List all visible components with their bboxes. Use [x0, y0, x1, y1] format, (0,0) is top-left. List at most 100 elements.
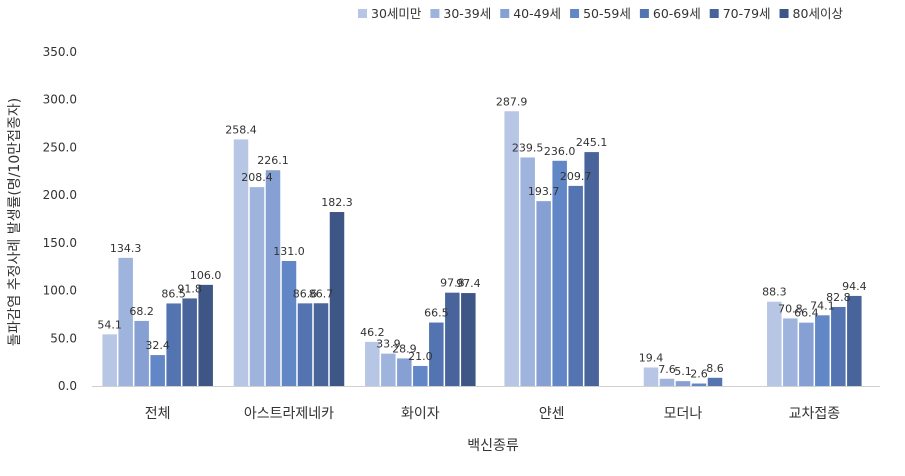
legend-swatch [639, 9, 649, 18]
data-label: 33.9 [376, 338, 401, 351]
data-label: 54.1 [97, 318, 122, 331]
data-label: 236.0 [544, 145, 576, 158]
data-label: 226.1 [257, 154, 289, 167]
bar [429, 322, 444, 386]
bar [329, 212, 345, 386]
bar [381, 353, 396, 386]
y-tick-label: 350.0 [43, 45, 77, 59]
data-label: 86.7 [309, 287, 334, 300]
bar [767, 301, 782, 386]
data-label: 70.8 [778, 302, 803, 315]
bar [118, 257, 133, 386]
legend-label: 30세미만 [371, 6, 422, 21]
bar [643, 367, 659, 386]
data-label: 258.4 [225, 123, 257, 136]
bar [707, 377, 723, 386]
x-tick-label: 교차접종 [789, 406, 841, 422]
legend-label: 80세이상 [793, 6, 844, 21]
legend: 30세미만 30-39세 40-49세 50-59세 60-69세 70-79세 80세이상 [358, 6, 843, 21]
legend-label: 30-39세 [443, 6, 491, 21]
data-label: 97.8 [440, 277, 465, 290]
bar [313, 303, 329, 386]
data-label: 66.4 [794, 307, 819, 320]
data-label: 5.1 [674, 365, 692, 378]
bar [365, 341, 380, 386]
data-label: 46.2 [360, 326, 385, 339]
bar [265, 170, 281, 386]
y-tick-label: 200.0 [43, 188, 77, 202]
bar [847, 295, 862, 386]
x-tick-label: 아스트라제네카 [244, 406, 334, 422]
bar [584, 152, 599, 386]
x-tick-label: 얀센 [539, 406, 565, 422]
y-axis: 0.0 50.0 100.0 150.0 200.0 250.0 300.0 350.0 [43, 45, 77, 393]
bar [198, 284, 213, 386]
bar [445, 292, 460, 386]
data-label: 28.9 [392, 342, 417, 355]
data-label: 209.7 [560, 170, 592, 183]
legend-label: 70-79세 [723, 6, 771, 21]
x-tick-label: 화이자 [401, 406, 440, 422]
data-label: 66.5 [424, 307, 449, 320]
legend-swatch [500, 9, 510, 18]
legend-label: 60-69세 [653, 6, 701, 21]
data-label: 32.4 [145, 339, 170, 352]
bar [461, 293, 476, 386]
y-tick-label: 50.0 [50, 331, 77, 345]
data-label: 97.4 [456, 277, 481, 290]
bar [134, 320, 149, 386]
legend-label: 40-49세 [513, 6, 561, 21]
x-tick-label: 모더나 [664, 406, 703, 422]
data-label: 8.6 [706, 362, 724, 375]
data-label: 21.0 [408, 350, 433, 363]
bar [552, 160, 567, 386]
data-label: 239.5 [512, 141, 544, 154]
data-label: 82.8 [826, 291, 851, 304]
bar [233, 139, 249, 386]
bar [413, 365, 428, 386]
data-label: 74.1 [810, 299, 835, 312]
y-tick-label: 0.0 [58, 379, 77, 393]
data-label: 88.3 [762, 286, 787, 299]
data-label: 7.6 [658, 363, 676, 376]
data-label: 68.2 [129, 305, 154, 318]
data-label: 182.3 [321, 196, 353, 209]
bar [297, 303, 313, 386]
x-axis: 전체 아스트라제네카 화이자 얀센 모더나 교차접종 [92, 386, 880, 422]
bars [102, 111, 862, 386]
data-label: 19.4 [639, 351, 664, 364]
legend-swatch [570, 9, 580, 18]
bar [281, 260, 297, 386]
data-label: 245.1 [576, 136, 608, 149]
y-tick-label: 150.0 [43, 236, 77, 250]
bar [249, 187, 265, 386]
bar [691, 383, 707, 386]
bar [815, 315, 830, 386]
data-label: 91.8 [177, 282, 202, 295]
x-tick-label: 전체 [145, 406, 171, 422]
bar [504, 111, 519, 386]
data-label: 106.0 [190, 269, 222, 282]
y-axis-title: 돌파감염 추정사례 발생률(명/10만접종자) [7, 98, 23, 346]
legend-swatch [358, 9, 367, 18]
data-label: 287.9 [496, 95, 528, 108]
bar [799, 322, 814, 386]
x-axis-title: 백신종류 [467, 438, 519, 454]
data-label: 134.3 [110, 242, 142, 255]
data-label: 86.5 [161, 287, 186, 300]
bar [831, 306, 846, 386]
bar [182, 298, 197, 386]
legend-swatch [779, 9, 789, 18]
legend-swatch [709, 9, 719, 18]
bar [102, 334, 117, 386]
bar [520, 157, 535, 386]
data-label: 2.6 [690, 368, 708, 381]
y-tick-label: 250.0 [43, 140, 77, 154]
data-label: 131.0 [273, 245, 305, 258]
bar [150, 355, 165, 386]
data-label: 193.7 [528, 185, 560, 198]
legend-swatch [430, 9, 440, 18]
